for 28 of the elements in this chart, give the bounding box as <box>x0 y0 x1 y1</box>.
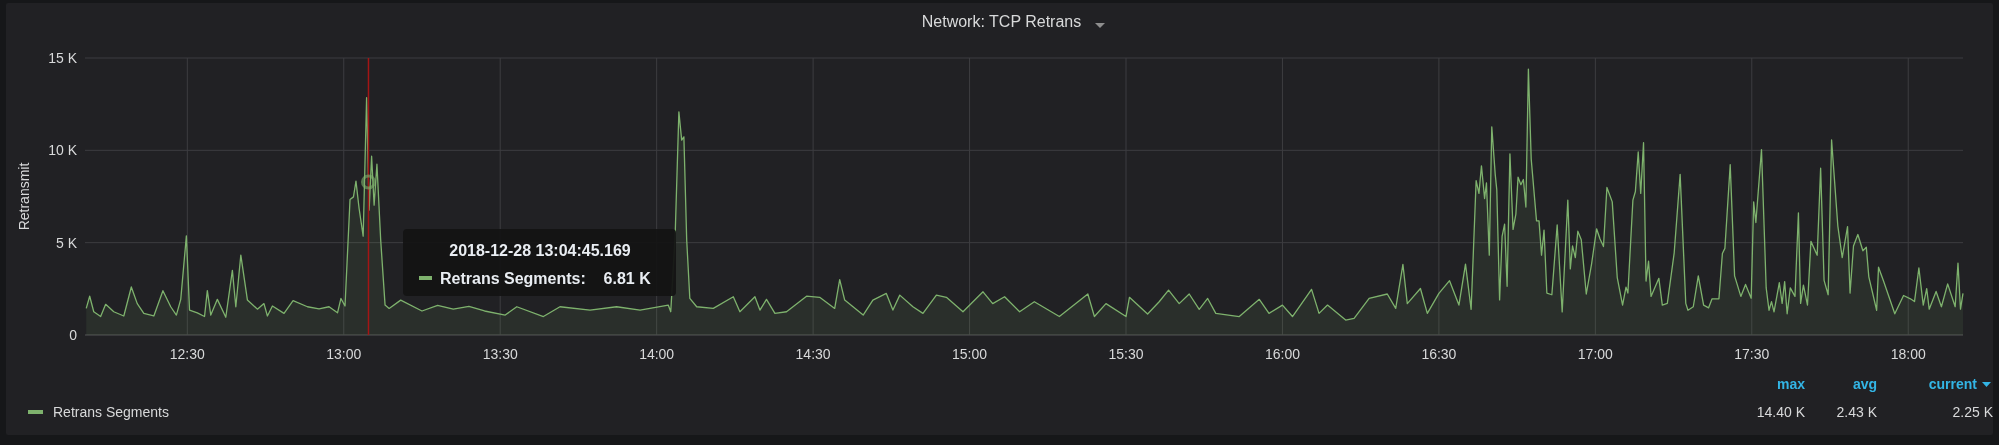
y-tick-label: 10 K <box>48 142 78 159</box>
text: 2.43 K <box>1836 404 1878 420</box>
text: 14.40 K <box>1756 404 1806 420</box>
text: avg <box>1852 376 1877 392</box>
text: 2.25 K <box>1952 404 1994 420</box>
y-axis-title: Retransmit <box>16 162 32 231</box>
x-tick-label: 17:00 <box>1577 346 1614 362</box>
chart-title: Network: TCP Retrans <box>921 13 1082 30</box>
y-tick-label: 5 K <box>55 234 78 251</box>
text: max <box>1776 376 1806 392</box>
x-tick-label: 18:00 <box>1890 346 1926 362</box>
annotation: 2018-12-28 13:04:45.169 <box>449 242 631 259</box>
annotation: Retrans Segments: 6.81 K <box>440 270 652 287</box>
text: current <box>1928 376 1978 392</box>
x-tick-label: 14:30 <box>795 346 831 362</box>
x-tick-label: 12:30 <box>169 346 206 362</box>
x-tick-label: 15:30 <box>1108 346 1144 362</box>
x-tick-label: 15:00 <box>952 346 988 362</box>
y-tick-label: 0 <box>69 326 78 343</box>
legend-label: Retrans Segments <box>53 404 169 420</box>
tooltip: 2018-12-28 13:04:45.169 Retrans Segments: 6.81 K <box>403 229 676 296</box>
x-tick-label: 16:30 <box>1421 346 1457 362</box>
x-tick-label: 13:30 <box>482 346 518 362</box>
x-tick-label: 14:00 <box>639 346 675 362</box>
y-tick-label: 15 K <box>48 49 78 66</box>
x-tick-label: 16:00 <box>1264 346 1301 362</box>
x-tick-label: 13:00 <box>326 346 362 362</box>
x-tick-label: 17:30 <box>1734 346 1770 362</box>
